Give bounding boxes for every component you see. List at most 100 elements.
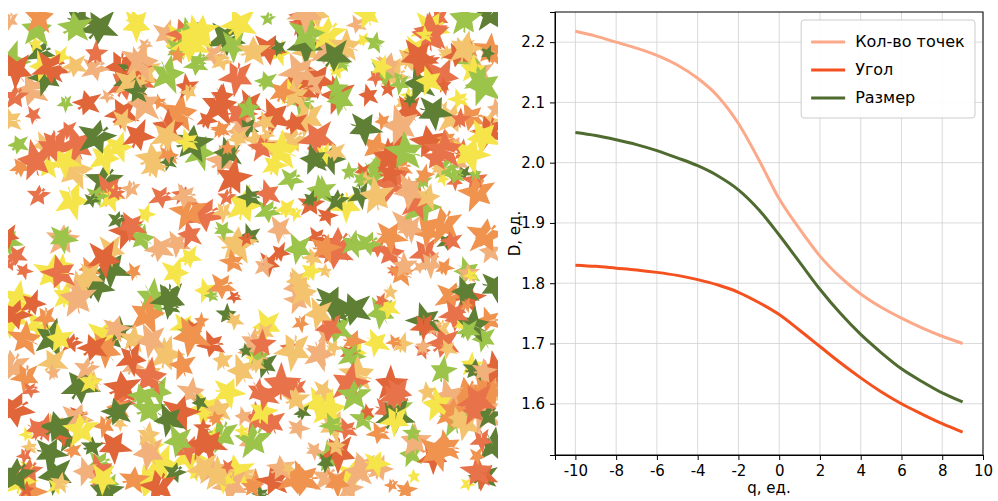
leaf [407, 468, 420, 483]
leaf [153, 55, 185, 94]
legend-box [801, 20, 975, 118]
leaf [269, 77, 296, 103]
y-tick-label: 1.8 [521, 275, 545, 293]
leaf [55, 182, 89, 221]
leaf [141, 151, 169, 178]
leaf [447, 88, 469, 109]
y-tick-mark [550, 223, 555, 224]
leaf [62, 413, 99, 447]
leaf [448, 406, 468, 428]
leaf [210, 122, 228, 138]
grid-line-y [555, 403, 983, 404]
leaf [76, 334, 107, 361]
leaf [292, 314, 309, 333]
leaf [254, 71, 277, 91]
leaf [247, 357, 266, 374]
y-axis: 1.61.71.81.92.02.12.2 [521, 13, 555, 456]
leaf [56, 95, 73, 113]
leaf [125, 262, 141, 281]
leaf [273, 334, 310, 372]
leaf [8, 224, 19, 249]
leaf [83, 193, 101, 208]
leaf [337, 380, 372, 412]
leaf [120, 180, 141, 200]
leaf [218, 249, 243, 273]
x-tick-mark [901, 455, 902, 460]
x-tick-label: 10 [974, 462, 993, 480]
leaf [325, 435, 346, 456]
leaf [325, 469, 350, 496]
leaf [451, 107, 471, 128]
leaf [415, 25, 432, 42]
leaf [21, 383, 40, 399]
leaf [363, 329, 390, 358]
leaf [122, 12, 150, 43]
grid-line-x [656, 12, 657, 455]
leaf [286, 12, 322, 35]
leaf [342, 230, 366, 259]
leaf [311, 175, 336, 203]
leaf [169, 349, 196, 380]
leaf [397, 216, 423, 244]
leaf [349, 113, 383, 146]
y-tick-label: 2.0 [521, 154, 545, 172]
x-axis: -10-8-6-4-20246810 [556, 455, 994, 480]
leaf [100, 398, 132, 426]
leaf [212, 202, 233, 224]
leaf [144, 236, 175, 262]
leaf [206, 411, 224, 426]
leaf [196, 109, 218, 130]
x-tick-mark [861, 455, 862, 460]
y-axis-title: D, ед. [506, 211, 524, 256]
grid-line-y [555, 162, 983, 163]
leaf [277, 169, 304, 191]
series-group [575, 31, 962, 432]
leaf [85, 40, 108, 64]
leaf [40, 254, 76, 288]
leaf [177, 245, 202, 268]
leaf [375, 223, 408, 255]
leaf [179, 84, 197, 102]
leaf [149, 283, 185, 320]
leaf [135, 323, 165, 359]
x-tick-label: 6 [897, 462, 907, 480]
x-tick-label: -6 [650, 462, 665, 480]
leaf [119, 466, 150, 493]
y-tick: 2.1 [521, 94, 555, 112]
leaf [239, 342, 252, 357]
leaf [377, 161, 406, 187]
leaf [228, 127, 247, 150]
leaf [288, 418, 311, 440]
leaf [423, 129, 461, 167]
leaf [299, 143, 326, 175]
x-tick-mark [942, 455, 943, 460]
leaf [103, 316, 131, 343]
leaf [89, 464, 117, 496]
leaf [241, 477, 265, 496]
leaf [79, 12, 119, 45]
x-axis-title: q, ед. [747, 479, 790, 497]
legend-swatch [811, 41, 845, 44]
leaf [25, 106, 41, 125]
grid-line-y [555, 343, 983, 344]
x-tick: 6 [897, 455, 907, 480]
legend-label: Кол-во точек [855, 32, 965, 51]
leaf [25, 12, 54, 33]
leaf [456, 384, 496, 419]
legend: Кол-во точекУголРазмер [801, 20, 975, 118]
leaf [384, 131, 423, 169]
leaf [270, 38, 286, 57]
leaf [46, 364, 61, 381]
leaf [324, 143, 346, 162]
leaf [364, 31, 385, 53]
y-tick-label: 1.7 [521, 335, 545, 353]
leaf [481, 45, 496, 62]
leaf [26, 418, 49, 441]
leaf [50, 226, 79, 254]
leaf [192, 393, 209, 411]
leaf [256, 111, 276, 133]
leaf [74, 357, 101, 380]
leaf [163, 424, 191, 458]
x-tick-label: -8 [609, 462, 624, 480]
leaf [353, 171, 368, 188]
